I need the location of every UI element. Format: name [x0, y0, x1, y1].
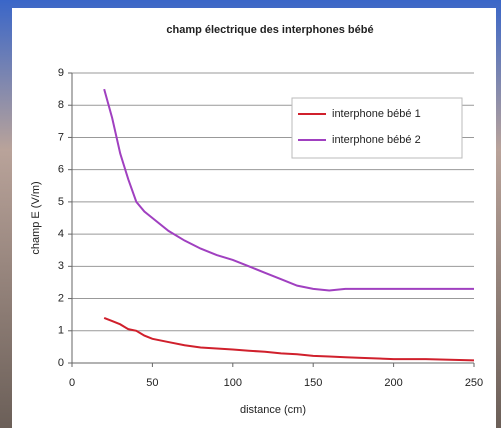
y-tick-label: 7 — [58, 131, 64, 143]
series-line — [103, 316, 475, 362]
series-line — [103, 88, 474, 292]
legend-box — [291, 97, 463, 159]
y-tick-label: 2 — [58, 292, 64, 304]
x-tick-label: 250 — [465, 377, 483, 389]
x-tick-label: 0 — [69, 377, 75, 389]
y-tick-label: 8 — [58, 99, 64, 111]
legend-label: interphone bébé 1 — [332, 108, 421, 120]
y-axis-label: champ E (V/m) — [30, 181, 42, 254]
chart-title: champ électrique des interphones bébé — [166, 24, 373, 36]
chart-panel — [12, 8, 496, 428]
y-tick-label: 5 — [58, 196, 64, 208]
x-tick-label: 100 — [224, 377, 242, 389]
y-tick-label: 9 — [58, 67, 64, 79]
x-tick-label: 50 — [146, 377, 158, 389]
legend-label: interphone bébé 2 — [332, 134, 421, 146]
x-tick-label: 150 — [304, 377, 322, 389]
y-tick-label: 4 — [58, 228, 64, 240]
x-tick-label: 200 — [384, 377, 402, 389]
y-tick-label: 6 — [58, 164, 64, 176]
x-axis-label: distance (cm) — [240, 404, 306, 416]
y-tick-label: 0 — [58, 357, 64, 369]
y-tick-label: 3 — [58, 260, 64, 272]
y-tick-label: 1 — [58, 325, 64, 337]
